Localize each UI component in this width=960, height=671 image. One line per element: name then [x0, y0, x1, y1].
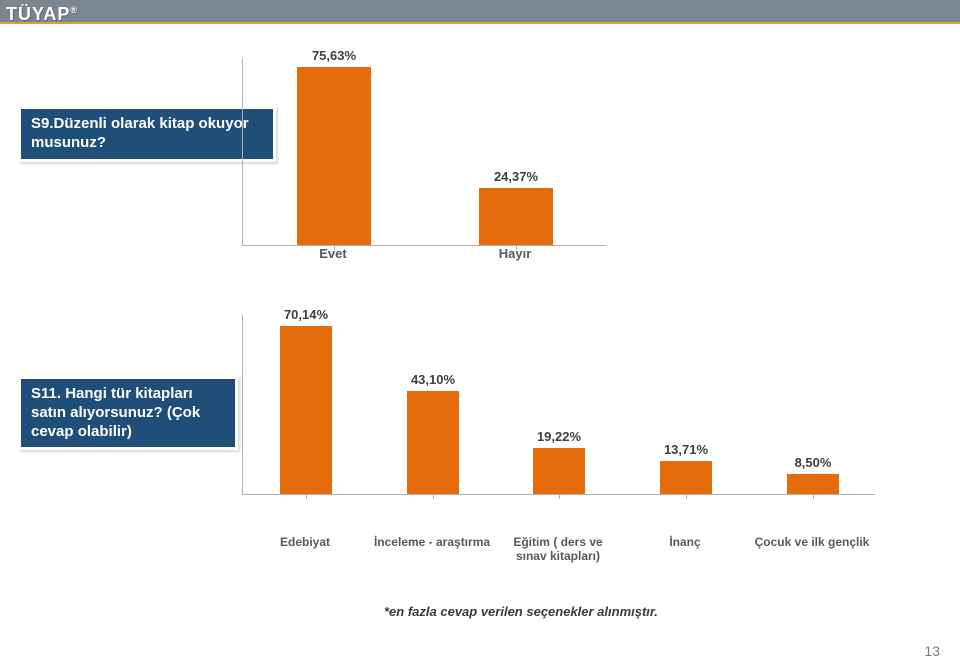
footnote-text: *en fazla cevap verilen seçenekler alınm… — [384, 604, 658, 619]
bar — [533, 448, 585, 494]
category-label: Evet — [273, 246, 393, 261]
footnote: *en fazla cevap verilen seçenekler alınm… — [384, 604, 658, 619]
chart1: 75,63%24,37% Evet Hayır — [242, 58, 606, 268]
category-label: Hayır — [455, 246, 575, 261]
category-label: Edebiyat — [245, 535, 365, 549]
bar-value-label: 70,14% — [256, 307, 356, 322]
chart2-plot: 70,14%43,10%19,22%13,71%8,50% — [242, 315, 875, 495]
bar — [479, 188, 553, 245]
bar-value-label: 43,10% — [383, 372, 483, 387]
bar-value-label: 19,22% — [509, 429, 609, 444]
question2-box: S11. Hangi tür kitapları satın alıyorsun… — [21, 379, 235, 447]
page-number: 13 — [924, 643, 940, 659]
bar — [280, 326, 332, 494]
axis-tick — [686, 494, 687, 499]
bar-value-label: 75,63% — [284, 48, 384, 63]
chart1-plot: 75,63%24,37% — [242, 58, 606, 246]
bar-value-label: 13,71% — [636, 442, 736, 457]
bar-value-label: 8,50% — [763, 455, 863, 470]
question2-text: S11. Hangi tür kitapları satın alıyorsun… — [31, 385, 200, 440]
chart2-categories: Edebiyat İnceleme - araştırma Eğitim ( der… — [242, 535, 875, 593]
axis-tick — [559, 494, 560, 499]
bar-value-label: 24,37% — [466, 169, 566, 184]
question1-box: S9.Düzenli olarak kitap okuyor musunuz? — [21, 109, 273, 159]
category-label: Eğitim ( ders ve sınav kitapları) — [498, 535, 618, 563]
chart1-categories: Evet Hayır — [242, 246, 606, 268]
top-banner — [0, 0, 960, 22]
bar — [660, 461, 712, 494]
bar — [407, 391, 459, 494]
axis-tick — [433, 494, 434, 499]
question1-text: S9.Düzenli olarak kitap okuyor musunuz? — [31, 115, 249, 151]
category-label: İnanç — [625, 535, 745, 549]
bar — [787, 474, 839, 494]
axis-tick — [306, 494, 307, 499]
logo-text: TÜYAP — [6, 4, 70, 24]
bar — [297, 67, 371, 245]
question2-wrap: S11. Hangi tür kitapları satın alıyorsun… — [18, 376, 238, 450]
page-number-text: 13 — [924, 643, 940, 659]
category-label: İnceleme - araştırma — [372, 535, 492, 549]
chart2: 70,14%43,10%19,22%13,71%8,50% Edebiyatİn… — [242, 315, 875, 555]
accent-line — [0, 22, 960, 24]
axis-tick — [813, 494, 814, 499]
logo-reg: ® — [70, 5, 78, 15]
question1-wrap: S9.Düzenli olarak kitap okuyor musunuz? — [18, 106, 276, 162]
category-label: Çocuk ve ilk gençlik — [752, 535, 872, 549]
